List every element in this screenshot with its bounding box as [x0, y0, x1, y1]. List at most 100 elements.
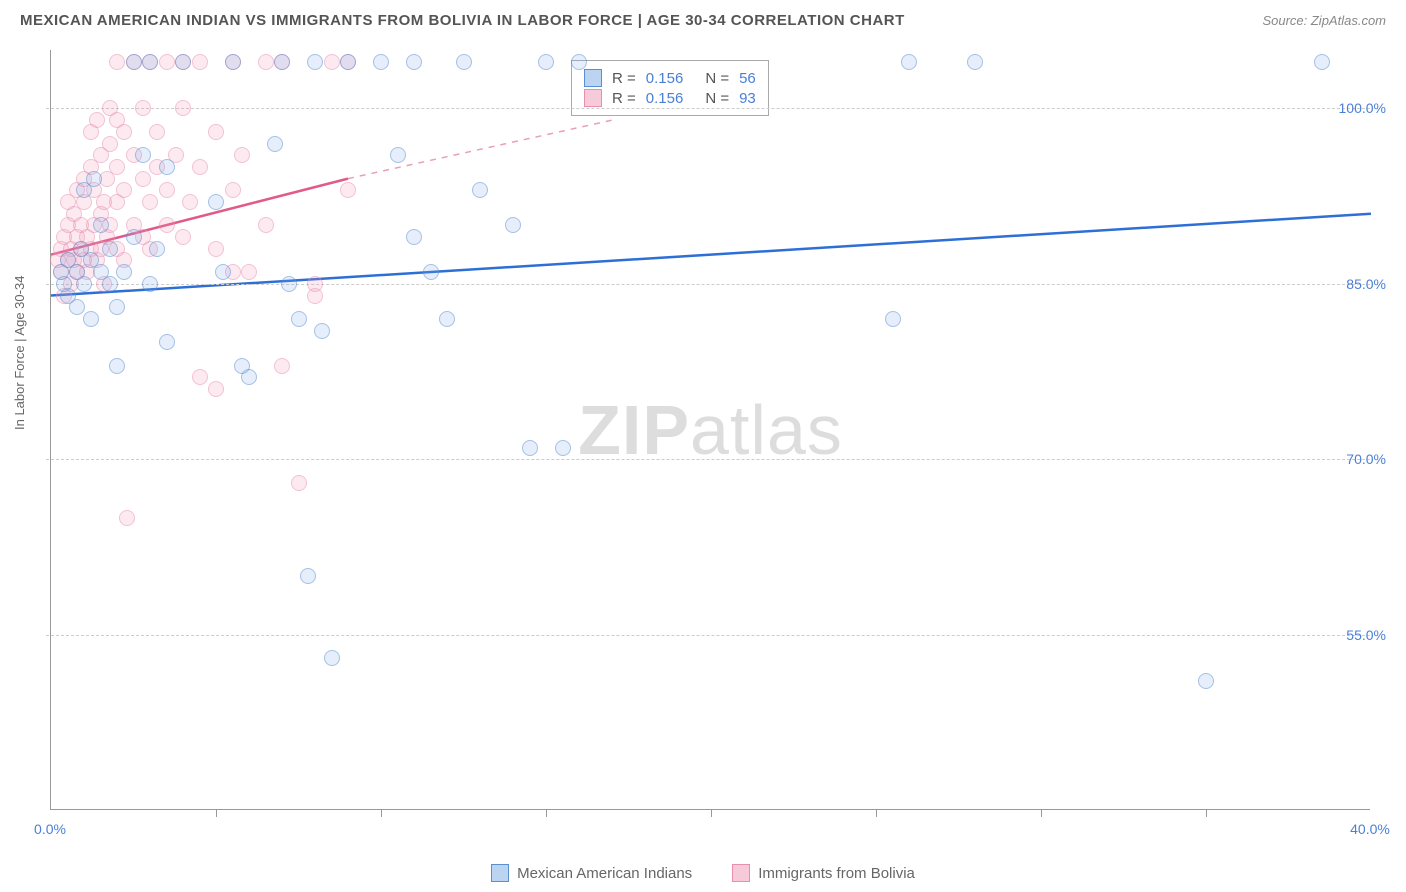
scatter-point: [555, 440, 571, 456]
gridline-horizontal: [46, 284, 1370, 285]
scatter-point: [225, 182, 241, 198]
gridline-horizontal: [46, 108, 1370, 109]
scatter-point: [274, 358, 290, 374]
scatter-point: [135, 147, 151, 163]
scatter-point: [258, 217, 274, 233]
scatter-point: [885, 311, 901, 327]
scatter-point: [314, 323, 330, 339]
stat-n-label: N =: [705, 70, 729, 87]
scatter-point: [208, 241, 224, 257]
scatter-point: [86, 171, 102, 187]
legend-item: Mexican American Indians: [491, 864, 692, 882]
scatter-point: [159, 54, 175, 70]
stat-n-value: 93: [739, 90, 756, 107]
scatter-point: [406, 54, 422, 70]
scatter-point: [159, 217, 175, 233]
scatter-point: [340, 54, 356, 70]
stat-r-label: R =: [612, 90, 636, 107]
scatter-point: [116, 264, 132, 280]
scatter-point: [89, 112, 105, 128]
scatter-point: [505, 217, 521, 233]
scatter-point: [390, 147, 406, 163]
scatter-point: [142, 276, 158, 292]
scatter-point: [102, 136, 118, 152]
scatter-point: [149, 241, 165, 257]
scatter-point: [142, 194, 158, 210]
scatter-point: [149, 124, 165, 140]
scatter-point: [116, 124, 132, 140]
scatter-point: [109, 299, 125, 315]
stat-r-value: 0.156: [646, 90, 684, 107]
scatter-point: [159, 182, 175, 198]
legend-label: Mexican American Indians: [517, 865, 692, 882]
scatter-point: [291, 475, 307, 491]
scatter-point: [258, 54, 274, 70]
scatter-point: [538, 54, 554, 70]
gridline-horizontal: [46, 635, 1370, 636]
scatter-point: [307, 54, 323, 70]
scatter-point: [192, 159, 208, 175]
scatter-point: [406, 229, 422, 245]
legend-item: Immigrants from Bolivia: [732, 864, 915, 882]
stat-row: R = 0.156 N = 56: [584, 69, 756, 87]
legend-swatch-icon: [491, 864, 509, 882]
watermark: ZIPatlas: [578, 390, 843, 470]
scatter-point: [126, 229, 142, 245]
scatter-point: [192, 54, 208, 70]
scatter-point: [967, 54, 983, 70]
scatter-point: [225, 54, 241, 70]
scatter-point: [274, 54, 290, 70]
scatter-point: [135, 171, 151, 187]
scatter-point: [109, 159, 125, 175]
scatter-point: [135, 100, 151, 116]
scatter-point: [373, 54, 389, 70]
scatter-point: [300, 568, 316, 584]
scatter-point: [116, 182, 132, 198]
scatter-point: [182, 194, 198, 210]
scatter-point: [324, 54, 340, 70]
gridline-horizontal: [46, 459, 1370, 460]
scatter-point: [472, 182, 488, 198]
y-axis-label: In Labor Force | Age 30-34: [12, 276, 27, 430]
scatter-point: [208, 194, 224, 210]
x-tick: [876, 809, 877, 817]
y-tick-label: 85.0%: [1346, 276, 1386, 292]
scatter-point: [159, 334, 175, 350]
scatter-point: [1314, 54, 1330, 70]
scatter-point: [439, 311, 455, 327]
scatter-point: [324, 650, 340, 666]
scatter-point: [267, 136, 283, 152]
scatter-point: [241, 369, 257, 385]
legend-swatch-icon: [584, 89, 602, 107]
x-tick: [1041, 809, 1042, 817]
y-tick-label: 100.0%: [1339, 100, 1386, 116]
y-tick-label: 55.0%: [1346, 627, 1386, 643]
stat-r-value: 0.156: [646, 70, 684, 87]
x-tick: [711, 809, 712, 817]
y-tick-label: 70.0%: [1346, 451, 1386, 467]
stat-r-label: R =: [612, 70, 636, 87]
stat-row: R = 0.156 N = 93: [584, 89, 756, 107]
scatter-point: [76, 276, 92, 292]
scatter-point: [192, 369, 208, 385]
scatter-point: [175, 54, 191, 70]
chart-legend: Mexican American Indians Immigrants from…: [0, 864, 1406, 882]
scatter-point: [901, 54, 917, 70]
scatter-point: [340, 182, 356, 198]
scatter-point: [175, 229, 191, 245]
legend-swatch-icon: [732, 864, 750, 882]
x-tick-label: 0.0%: [34, 821, 66, 837]
scatter-point: [208, 124, 224, 140]
trend-lines: [51, 50, 1371, 810]
scatter-point: [234, 147, 250, 163]
x-tick: [1206, 809, 1207, 817]
scatter-point: [571, 54, 587, 70]
scatter-point: [215, 264, 231, 280]
scatter-point: [241, 264, 257, 280]
x-tick-label: 40.0%: [1350, 821, 1390, 837]
scatter-point: [456, 54, 472, 70]
scatter-point: [119, 510, 135, 526]
scatter-point: [102, 241, 118, 257]
scatter-point: [83, 311, 99, 327]
scatter-point: [109, 54, 125, 70]
